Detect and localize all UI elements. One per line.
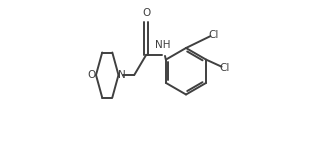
Text: O: O bbox=[88, 70, 96, 80]
Text: O: O bbox=[142, 9, 150, 18]
Text: Cl: Cl bbox=[209, 30, 219, 39]
Text: NH: NH bbox=[156, 40, 171, 50]
Text: N: N bbox=[118, 70, 126, 80]
Text: Cl: Cl bbox=[220, 63, 230, 73]
